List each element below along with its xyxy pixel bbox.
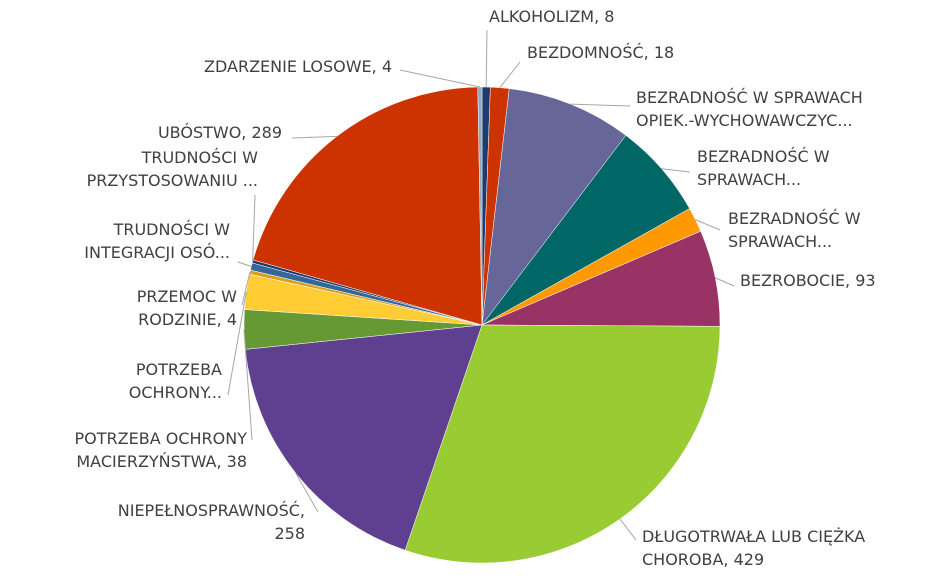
- data-label: TRUDNOŚCI W PRZYSTOSOWANIU ...: [87, 148, 259, 190]
- data-label: POTRZEBA OCHRONY MACIERZYŃSTWA, 38: [75, 429, 248, 471]
- data-label-line: BEZRADNOŚĆ W: [728, 209, 861, 228]
- data-label-line: OPIEK.-WYCHOWAWCZYC...: [636, 111, 853, 130]
- leader-line: [499, 61, 521, 88]
- leader-line: [399, 69, 481, 88]
- data-label-line: DŁUGOTRWAŁA LUB CIĘŻKA: [642, 527, 865, 546]
- leader-line: [237, 261, 252, 267]
- pie-slice: [252, 86, 483, 326]
- leader-line: [619, 518, 637, 541]
- data-label-line: UBÓSTWO, 289: [158, 123, 282, 142]
- data-label: TRUDNOŚCI W INTEGRACJI OSÓ...: [84, 220, 230, 262]
- data-label-line: MACIERZYŃSTWA, 38: [76, 452, 247, 471]
- data-label: BEZRADNOŚĆ W SPRAWACH...: [728, 209, 861, 251]
- data-label-line: BEZRADNOŚĆ W SPRAWACH: [636, 88, 863, 107]
- data-label: BEZDOMNOŚĆ, 18: [527, 43, 674, 62]
- data-label: ALKOHOLIZM, 8: [489, 7, 614, 26]
- data-label-line: ZDARZENIE LOSOWE, 4: [204, 57, 392, 76]
- data-label-line: 258: [274, 524, 305, 543]
- data-label-line: PRZEMOC W: [137, 287, 237, 306]
- data-label-line: NIEPEŁNOSPRAWNOŚĆ,: [118, 501, 305, 520]
- data-label-line: SPRAWACH...: [728, 232, 832, 251]
- data-label: NIEPEŁNOSPRAWNOŚĆ, 258: [118, 501, 305, 543]
- data-label: ZDARZENIE LOSOWE, 4: [204, 57, 392, 76]
- data-label-line: PRZYSTOSOWANIU ...: [87, 171, 258, 190]
- data-label-line: BEZRADNOŚĆ W: [697, 147, 830, 166]
- leader-line: [295, 472, 319, 513]
- pie-slice: [481, 88, 627, 326]
- data-label: BEZRADNOŚĆ W SPRAWACH OPIEK.-WYCHOWAWCZYC…: [636, 88, 863, 130]
- data-label-line: TRUDNOŚCI W: [113, 220, 231, 239]
- data-label: BEZRADNOŚĆ W SPRAWACH...: [697, 147, 830, 189]
- leader-line: [715, 277, 735, 287]
- data-label-line: RODZINIE, 4: [138, 310, 237, 329]
- data-label-line: TRUDNOŚCI W: [141, 148, 259, 167]
- leader-line: [661, 168, 691, 173]
- leader-line: [570, 103, 631, 107]
- data-label-line: INTEGRACJI OSÓ...: [84, 243, 230, 262]
- leader-line: [485, 29, 488, 88]
- data-label: UBÓSTWO, 289: [158, 123, 282, 142]
- data-label-line: BEZROBOCIE, 93: [740, 271, 876, 290]
- leader-line: [243, 329, 253, 441]
- data-label-line: SPRAWACH...: [697, 170, 801, 189]
- data-label: DŁUGOTRWAŁA LUB CIĘŻKA CHOROBA, 429: [642, 527, 865, 569]
- data-label-line: POTRZEBA: [136, 360, 222, 379]
- data-label-line: BEZDOMNOŚĆ, 18: [527, 43, 674, 62]
- data-label: POTRZEBA OCHRONY...: [129, 360, 222, 402]
- data-label-line: CHOROBA, 429: [642, 550, 764, 569]
- leader-line: [291, 135, 337, 139]
- data-label-line: ALKOHOLIZM, 8: [489, 7, 614, 26]
- data-label: BEZROBOCIE, 93: [740, 271, 876, 290]
- leader-line: [695, 219, 721, 231]
- leader-line: [252, 194, 256, 262]
- data-label: PRZEMOC W RODZINIE, 4: [137, 287, 237, 329]
- data-label-line: OCHRONY...: [129, 383, 222, 402]
- pie-slice: [404, 324, 721, 564]
- leader-line: [241, 271, 251, 306]
- data-label-line: POTRZEBA OCHRONY: [75, 429, 248, 448]
- leader-line: [227, 291, 247, 396]
